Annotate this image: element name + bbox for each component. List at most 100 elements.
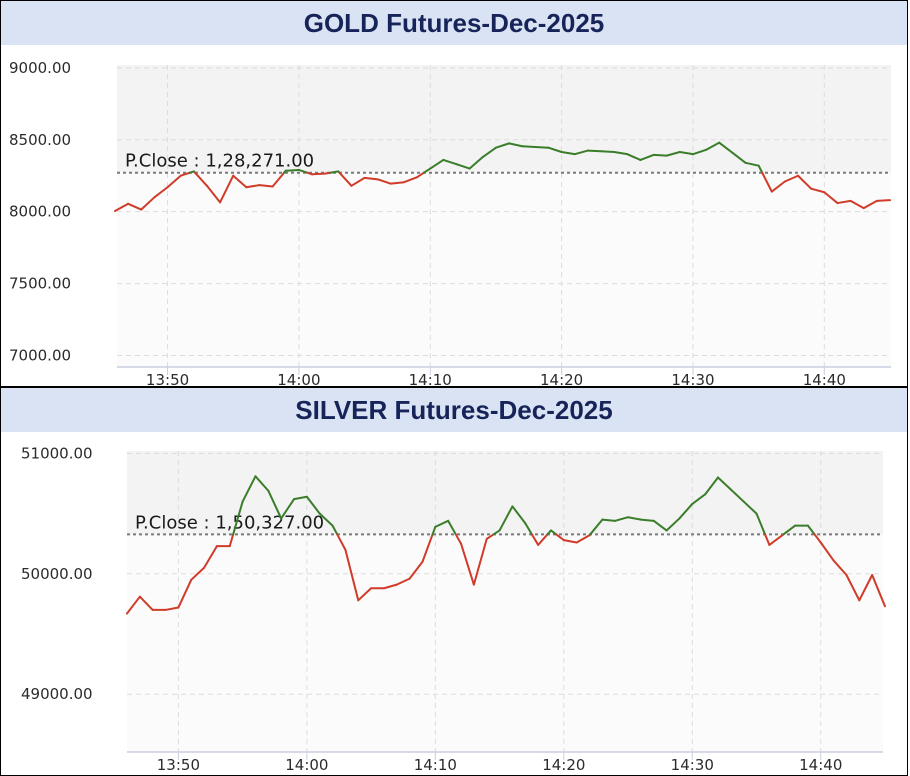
gold-price-segment <box>797 174 813 190</box>
gold-price-segment <box>600 150 616 154</box>
gold-line-chart: 7000.00 7500.00 8000.00 8500.00 9000.00 13:50… <box>9 59 891 386</box>
gold-price-segment <box>166 174 182 189</box>
gold-price-segment <box>849 199 865 210</box>
silver-price-segment <box>871 574 886 608</box>
gold-price-segment <box>205 184 222 204</box>
gold-price-segment <box>770 180 786 193</box>
silver-y-tick-label: 51000.00 <box>21 444 93 462</box>
gold-price-segment <box>193 171 208 187</box>
gold-price-segment <box>297 168 309 174</box>
gold-price-segment <box>153 186 169 199</box>
silver-price-segment <box>434 519 450 528</box>
silver-price-segment <box>431 525 437 536</box>
silver-plot-bg-lower <box>127 534 883 752</box>
silver-price-segment <box>460 542 475 586</box>
silver-price-segment <box>331 524 339 536</box>
gold-price-segment <box>823 191 839 205</box>
silver-price-segment <box>280 498 296 520</box>
silver-price-segment <box>421 533 434 563</box>
gold-price-segment <box>245 184 261 189</box>
gold-price-segment <box>422 167 432 174</box>
gold-price-segment <box>547 146 563 154</box>
gold-price-segment <box>810 187 826 194</box>
silver-price-segment <box>472 537 488 586</box>
silver-pclose-label: P.Close : 1,50,327.00 <box>135 512 324 533</box>
silver-price-segment <box>447 519 457 536</box>
gold-price-segment <box>350 176 366 187</box>
silver-price-segment <box>755 512 767 536</box>
silver-price-segment <box>589 518 604 536</box>
silver-x-tick-label: 14:00 <box>285 756 328 774</box>
gold-price-segment <box>127 202 143 211</box>
gold-plot-bg-upper <box>117 65 891 173</box>
silver-price-segment <box>768 534 784 546</box>
silver-price-segment <box>665 517 681 532</box>
silver-price-segment <box>232 500 244 536</box>
gold-price-segment <box>389 181 405 185</box>
silver-price-segment <box>639 518 655 522</box>
silver-y-tick-label: 50000.00 <box>21 565 93 583</box>
silver-price-segment <box>782 524 797 536</box>
gold-price-segment <box>875 199 891 202</box>
silver-y-tick-label: 49000.00 <box>21 685 93 703</box>
silver-price-segment <box>164 606 180 611</box>
silver-price-segment <box>408 560 424 580</box>
gold-price-segment <box>179 171 191 177</box>
silver-price-segment <box>614 516 630 522</box>
gold-price-segment <box>761 171 773 193</box>
gold-x-tick-label: 14:30 <box>671 371 714 386</box>
silver-price-segment <box>254 475 270 492</box>
gold-pclose-label: P.Close : 1,28,271.00 <box>125 151 314 172</box>
silver-price-segment <box>203 545 218 569</box>
gold-price-segment <box>376 178 392 185</box>
silver-price-segment <box>357 587 373 602</box>
silver-price-segment <box>858 574 874 602</box>
gold-price-segment <box>691 148 708 156</box>
silver-price-segment <box>293 495 308 501</box>
silver-price-segment <box>555 533 565 542</box>
silver-price-segment <box>190 566 206 581</box>
silver-price-segment <box>691 493 707 505</box>
silver-price-segment <box>819 541 835 562</box>
gold-price-segment <box>783 174 800 183</box>
silver-price-segment <box>813 533 822 544</box>
silver-price-segment <box>241 475 257 503</box>
gold-price-segment <box>639 153 655 161</box>
gold-price-segment <box>258 184 274 188</box>
silver-price-segment <box>764 533 771 546</box>
gold-x-tick-label: 14:10 <box>409 371 452 386</box>
gold-y-tick-label: 8000.00 <box>9 203 71 221</box>
gold-price-segment <box>232 174 248 189</box>
gold-price-segment <box>652 153 668 157</box>
gold-plot-bg-lower <box>117 172 891 367</box>
gold-chart-title: GOLD Futures-Dec-2025 <box>1 1 907 45</box>
gold-x-tick-label: 13:50 <box>146 371 189 386</box>
gold-price-segment <box>416 171 425 179</box>
gold-price-segment <box>757 164 764 174</box>
silver-price-segment <box>395 577 411 586</box>
gold-price-segment <box>836 199 852 205</box>
gold-chart-panel: GOLD Futures-Dec-2025 7000.00 7500.00 8000… <box>0 0 908 387</box>
silver-price-segment <box>524 522 533 536</box>
silver-price-segment <box>318 512 334 527</box>
gold-price-segment <box>560 151 576 156</box>
silver-price-segment <box>716 476 732 491</box>
gold-y-tick-label: 7500.00 <box>9 275 71 293</box>
gold-price-segment <box>311 172 327 176</box>
silver-x-tick-label: 13:50 <box>157 756 200 774</box>
gold-price-segment <box>613 151 629 156</box>
gold-y-tick-label: 9000.00 <box>9 59 71 77</box>
silver-x-tick-label: 14:40 <box>799 756 842 774</box>
silver-price-segment <box>729 488 745 503</box>
gold-price-segment <box>521 145 537 148</box>
silver-price-segment <box>742 500 758 515</box>
gold-price-segment <box>586 149 603 153</box>
gold-price-segment <box>219 174 235 204</box>
gold-price-segment <box>481 146 497 159</box>
gold-y-tick-label: 8500.00 <box>9 131 71 149</box>
silver-price-segment <box>485 533 495 540</box>
gold-x-tick-label: 14:20 <box>540 371 583 386</box>
gold-price-segment <box>363 176 379 181</box>
silver-price-segment <box>177 578 193 609</box>
silver-price-segment <box>305 495 321 515</box>
